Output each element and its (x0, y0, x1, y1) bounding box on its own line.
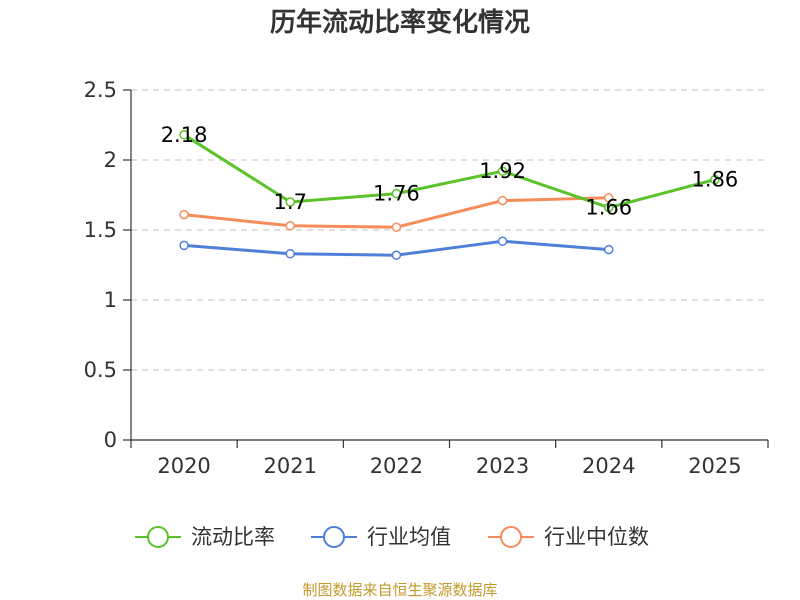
legend-marker (500, 526, 522, 548)
data-point (285, 249, 295, 259)
x-tick-label: 2025 (688, 454, 741, 478)
data-point (179, 209, 189, 220)
grid (131, 89, 768, 371)
y-tick-label: 2.5 (84, 78, 117, 102)
y-tick-label: 1.5 (84, 218, 117, 242)
data-point (604, 244, 614, 255)
legend-label: 行业中位数 (544, 525, 649, 549)
data-point (497, 236, 508, 246)
data-point (179, 240, 189, 251)
series-0 (179, 130, 720, 213)
x-tick-label: 2023 (476, 454, 529, 478)
chart-source: 制图数据来自恒生聚源数据库 (302, 581, 497, 599)
data-point (391, 188, 402, 199)
y-tick-label: 0.5 (84, 358, 117, 382)
y-tick-label: 1 (104, 288, 117, 312)
x-tick-label: 2020 (157, 454, 210, 478)
legend-marker (147, 526, 169, 548)
data-point (497, 166, 508, 176)
data-point (497, 195, 508, 206)
data-point (285, 197, 295, 207)
legend-item[interactable]: 行业均值 (311, 525, 451, 549)
data-label: 1.86 (692, 168, 739, 192)
legend-marker (323, 526, 345, 548)
series-line (183, 133, 716, 210)
data-point (391, 222, 402, 232)
data-label: 2.18 (161, 123, 208, 147)
data-point (604, 193, 614, 203)
y-tick-label: 0 (104, 428, 117, 452)
data-point (710, 174, 720, 185)
series-2 (179, 193, 614, 232)
legend-label: 流动比率 (191, 525, 275, 549)
x-tick-label: 2021 (264, 454, 317, 478)
series-1 (179, 236, 614, 260)
data-point (285, 221, 295, 231)
x-tick-label: 2024 (582, 454, 635, 478)
legend-item[interactable]: 行业中位数 (488, 525, 649, 549)
data-point (604, 202, 614, 213)
axes: 0 0.5 1 1.5 2 2.5 2020 2021 2022 2023 2024 2025 (84, 78, 769, 478)
data-labels: 2.18 1.7 1.76 1.92 1.66 1.86 (161, 123, 739, 220)
legend-label: 行业均值 (367, 525, 451, 549)
legend-item[interactable]: 流动比率 (135, 525, 275, 549)
data-label: 1.92 (479, 159, 526, 183)
legend: 流动比率 行业均值 行业中位数 (135, 525, 649, 549)
data-label: 1.7 (274, 190, 307, 214)
x-tick-label: 2022 (370, 454, 423, 478)
y-tick-label: 2 (104, 148, 117, 172)
series-layer (179, 130, 720, 260)
data-point (179, 130, 189, 140)
chart-title: 历年流动比率变化情况 (270, 7, 530, 38)
data-point (391, 250, 402, 260)
data-label: 1.66 (585, 196, 632, 220)
data-label: 1.76 (373, 182, 420, 206)
